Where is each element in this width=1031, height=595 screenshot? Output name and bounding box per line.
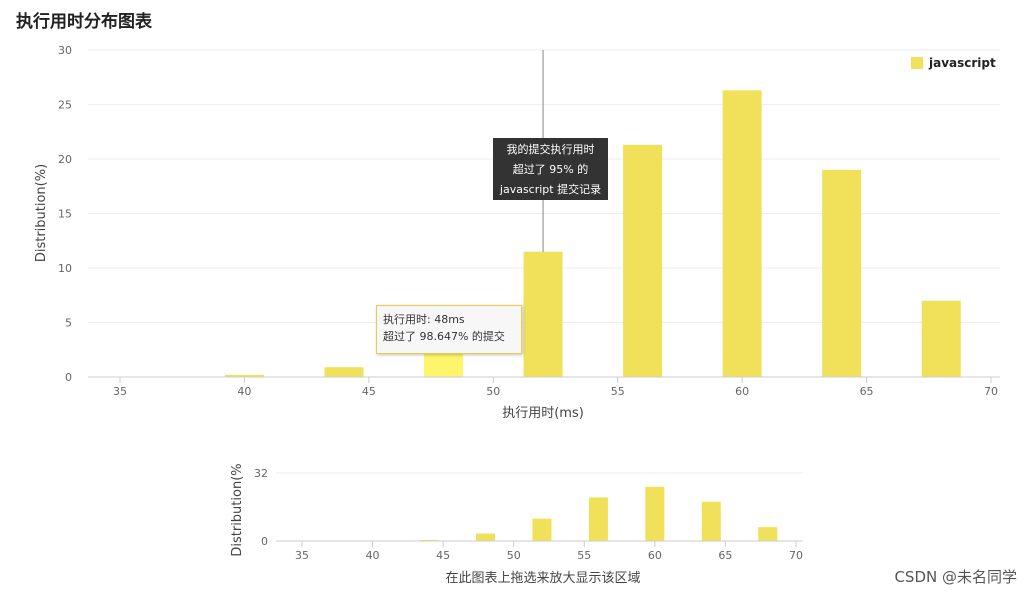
hover-tooltip-line: 超过了 98.647% 的提交 (383, 330, 505, 343)
main-y-tick-label: 20 (58, 153, 72, 166)
main-x-tick-label: 60 (735, 385, 749, 398)
navigator-bars (419, 486, 778, 541)
navigator-x-tick-label: 65 (718, 549, 732, 562)
navigator-bar[interactable] (701, 501, 721, 541)
navigator-x-tick-label: 60 (648, 549, 662, 562)
main-y-tick-label: 0 (65, 371, 72, 384)
main-y-tick-label: 15 (58, 208, 72, 221)
navigator-y-tick-label: 0 (261, 535, 268, 548)
navigator-x-axis-title: 在此图表上拖选来放大显示该区域 (445, 571, 640, 586)
main-bar[interactable] (921, 300, 961, 377)
navigator-y-tick-label: 32 (254, 467, 268, 480)
main-bars (224, 90, 961, 377)
main-x-tick-label: 50 (486, 385, 500, 398)
main-bar[interactable] (722, 90, 762, 377)
hover-tooltip: 执行用时: 48ms 超过了 98.647% 的提交 (376, 305, 522, 354)
navigator-x-tick-label: 50 (507, 549, 521, 562)
navigator-bar[interactable] (645, 486, 665, 541)
main-y-tick-label: 10 (58, 262, 72, 275)
main-bar[interactable] (324, 367, 364, 377)
navigator-bar[interactable] (532, 518, 552, 541)
main-bar[interactable] (224, 374, 264, 377)
main-y-tick-label: 30 (58, 44, 72, 57)
main-bar[interactable] (623, 144, 663, 377)
legend-swatch (911, 57, 923, 69)
navigator-x-ticks: 35 40 45 50 55 60 65 70 (295, 541, 803, 562)
main-x-tick-label: 35 (113, 385, 127, 398)
main-y-tick-label: 5 (65, 317, 72, 330)
main-x-tick-label: 40 (237, 385, 251, 398)
main-x-ticks: 35 40 45 50 55 60 65 70 (113, 377, 998, 398)
main-bar[interactable] (523, 251, 563, 377)
submission-tooltip-line: 我的提交执行用时 (506, 143, 595, 156)
main-y-axis-title: Distribution(%) (34, 164, 49, 262)
navigator-x-tick-label: 70 (789, 549, 803, 562)
submission-tooltip: 我的提交执行用时 超过了 95% 的 javascript 提交记录 (493, 138, 608, 200)
main-x-tick-label: 45 (362, 385, 376, 398)
main-x-axis-title: 执行用时(ms) (502, 406, 584, 421)
main-x-tick-label: 70 (984, 385, 998, 398)
hover-tooltip-line: 执行用时: 48ms (383, 313, 465, 326)
main-y-tick-label: 25 (58, 99, 72, 112)
navigator-bar[interactable] (758, 527, 778, 541)
legend-label: javascript (928, 56, 996, 70)
main-x-tick-label: 65 (860, 385, 874, 398)
legend[interactable]: javascript (911, 56, 996, 70)
main-x-tick-label: 55 (611, 385, 625, 398)
navigator-y-axis-title: Distribution(% (230, 463, 245, 556)
navigator-x-tick-label: 45 (436, 549, 450, 562)
main-bar[interactable] (424, 349, 464, 377)
navigator-bar[interactable] (588, 497, 608, 541)
navigator-x-tick-label: 35 (295, 549, 309, 562)
navigator-bar[interactable] (419, 539, 439, 541)
main-bar[interactable] (822, 169, 862, 377)
page-title: 执行用时分布图表 (16, 12, 152, 32)
navigator-x-tick-label: 55 (577, 549, 591, 562)
submission-tooltip-line: javascript 提交记录 (499, 183, 602, 196)
submission-tooltip-line: 超过了 95% 的 (512, 163, 589, 176)
navigator-x-tick-label: 40 (366, 549, 380, 562)
navigator-y-ticks: 0 32 (254, 467, 268, 548)
watermark: CSDN @未名同学 (894, 568, 1017, 586)
navigator-bar[interactable] (475, 533, 495, 541)
main-y-ticks: 0 5 10 15 20 25 30 (58, 44, 72, 384)
